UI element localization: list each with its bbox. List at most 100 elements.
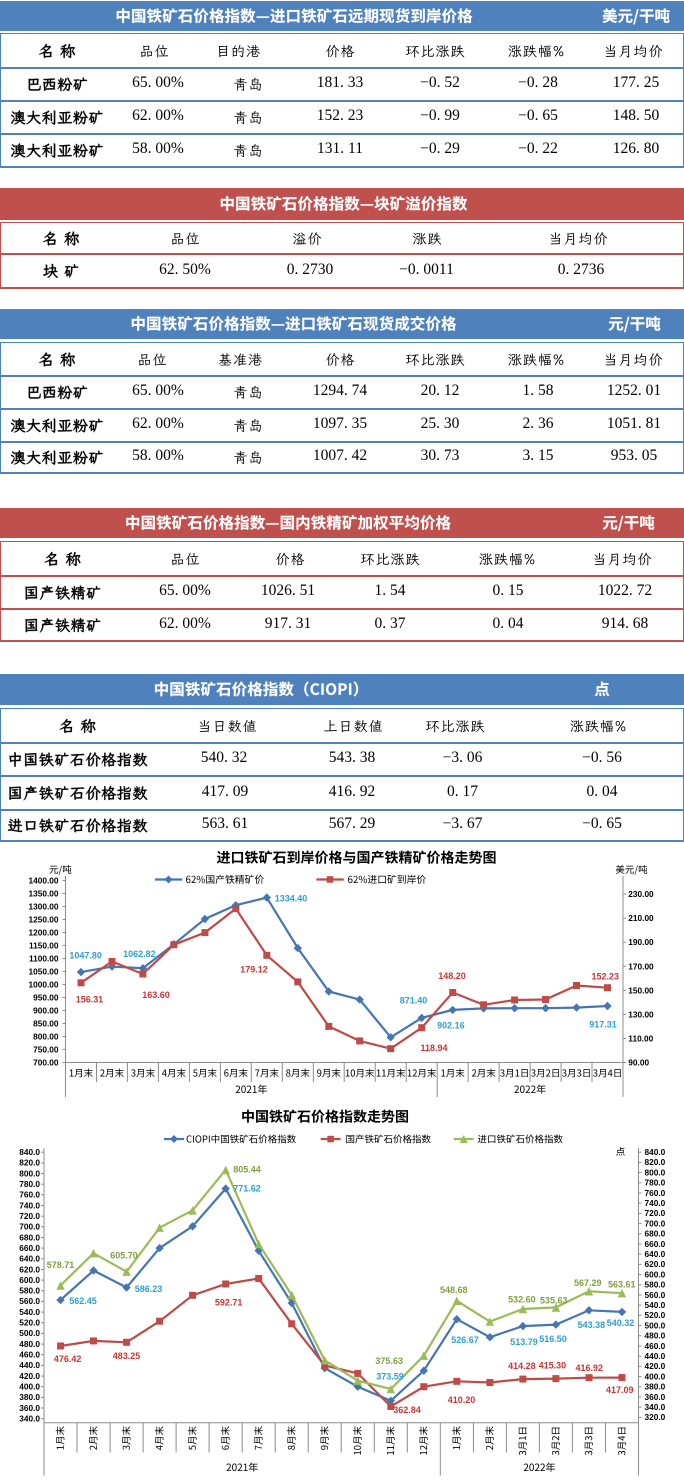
svg-text:148.20: 148.20 [438,971,466,981]
svg-text:1250.00: 1250.00 [29,915,59,925]
svg-text:871.40: 871.40 [400,996,428,1006]
svg-text:700.0: 700.0 [19,1222,40,1232]
svg-text:362.84: 362.84 [393,1405,421,1415]
svg-text:163.60: 163.60 [142,990,170,1000]
svg-text:90.00: 90.00 [628,1058,649,1068]
svg-text:1062.82: 1062.82 [123,949,156,959]
svg-text:640.0: 640.0 [19,1254,40,1264]
svg-text:1000.00: 1000.00 [29,980,59,990]
svg-text:560.0: 560.0 [645,1290,666,1300]
svg-text:380.0: 380.0 [19,1392,40,1402]
svg-text:375.63: 375.63 [375,1356,403,1366]
svg-text:680.0: 680.0 [645,1229,666,1239]
svg-text:580.0: 580.0 [19,1286,40,1296]
svg-text:543.38: 543.38 [578,1320,606,1330]
svg-text:700.00: 700.00 [33,1058,59,1068]
svg-text:373.59: 373.59 [376,1372,404,1382]
svg-text:483.25: 483.25 [113,1351,141,1361]
svg-text:567.29: 567.29 [574,1278,602,1288]
svg-text:586.23: 586.23 [135,1284,163,1294]
svg-text:420.0: 420.0 [645,1361,666,1371]
svg-text:360.0: 360.0 [19,1403,40,1413]
svg-text:420.0: 420.0 [19,1371,40,1381]
svg-text:440.0: 440.0 [645,1351,666,1361]
svg-text:560.0: 560.0 [19,1296,40,1306]
svg-text:620.0: 620.0 [645,1259,666,1269]
svg-text:535.63: 535.63 [540,1296,568,1306]
svg-text:1100.00: 1100.00 [29,954,59,964]
svg-text:780.0: 780.0 [19,1179,40,1189]
svg-text:118.94: 118.94 [420,1043,447,1053]
svg-text:605.70: 605.70 [110,1250,138,1260]
svg-text:840.0: 840.0 [645,1147,666,1157]
svg-text:800.0: 800.0 [19,1168,40,1178]
svg-text:513.79: 513.79 [510,1337,538,1347]
svg-text:400.0: 400.0 [645,1371,666,1381]
svg-text:156.31: 156.31 [76,994,104,1004]
svg-text:540.0: 540.0 [19,1307,40,1317]
svg-text:340.0: 340.0 [645,1402,666,1412]
svg-text:820.0: 820.0 [19,1158,40,1168]
svg-text:410.20: 410.20 [448,1395,476,1405]
svg-text:562.45: 562.45 [69,1296,97,1306]
svg-text:771.62: 771.62 [233,1184,261,1194]
svg-text:110.00: 110.00 [628,1034,653,1044]
svg-text:900.00: 900.00 [33,1006,59,1016]
svg-text:740.0: 740.0 [645,1198,666,1208]
svg-text:230.00: 230.00 [628,889,654,899]
svg-text:340.0: 340.0 [19,1414,40,1424]
svg-text:440.0: 440.0 [19,1360,40,1370]
svg-text:532.60: 532.60 [508,1295,536,1305]
svg-text:720.0: 720.0 [19,1211,40,1221]
svg-text:580.0: 580.0 [645,1280,666,1290]
svg-text:179.12: 179.12 [240,965,268,975]
svg-text:850.00: 850.00 [33,1019,59,1029]
svg-text:820.0: 820.0 [645,1157,666,1167]
svg-text:660.0: 660.0 [645,1239,666,1249]
svg-text:500.0: 500.0 [19,1328,40,1338]
svg-text:750.00: 750.00 [33,1045,59,1055]
svg-text:805.44: 805.44 [233,1165,261,1175]
svg-text:917.31: 917.31 [589,1020,617,1030]
svg-text:1350.00: 1350.00 [29,889,59,899]
svg-text:840.0: 840.0 [19,1147,40,1157]
svg-text:600.0: 600.0 [645,1269,666,1279]
svg-text:563.61: 563.61 [608,1280,636,1290]
svg-text:680.0: 680.0 [19,1232,40,1242]
svg-text:417.09: 417.09 [606,1385,634,1395]
svg-text:170.00: 170.00 [628,961,654,971]
svg-text:526.67: 526.67 [451,1335,479,1345]
svg-text:578.71: 578.71 [47,1260,75,1270]
svg-text:1300.00: 1300.00 [29,902,59,912]
svg-text:950.00: 950.00 [33,993,59,1003]
svg-text:600.0: 600.0 [19,1275,40,1285]
svg-text:620.0: 620.0 [19,1264,40,1274]
svg-text:380.0: 380.0 [645,1382,666,1392]
svg-text:152.23: 152.23 [592,972,620,982]
svg-text:520.0: 520.0 [645,1310,666,1320]
svg-text:540.0: 540.0 [645,1300,666,1310]
svg-text:460.0: 460.0 [645,1341,666,1351]
svg-text:416.92: 416.92 [576,1363,604,1373]
svg-text:190.00: 190.00 [628,937,654,947]
svg-text:1047.80: 1047.80 [69,950,102,960]
svg-text:1050.00: 1050.00 [29,967,59,977]
svg-text:520.0: 520.0 [19,1318,40,1328]
svg-text:720.0: 720.0 [645,1208,666,1218]
svg-text:760.0: 760.0 [19,1190,40,1200]
svg-text:1334.40: 1334.40 [275,894,308,904]
svg-text:548.68: 548.68 [440,1285,468,1295]
svg-text:150.00: 150.00 [628,985,654,995]
svg-text:360.0: 360.0 [645,1392,666,1402]
svg-text:540.32: 540.32 [607,1318,635,1328]
svg-text:700.0: 700.0 [645,1218,666,1228]
svg-text:414.28: 414.28 [508,1361,536,1371]
svg-text:320.0: 320.0 [645,1412,666,1422]
svg-text:1150.00: 1150.00 [29,941,59,951]
svg-text:400.0: 400.0 [19,1382,40,1392]
svg-text:130.00: 130.00 [628,1009,654,1019]
svg-text:640.0: 640.0 [645,1249,666,1259]
svg-text:760.0: 760.0 [645,1188,666,1198]
svg-text:800.00: 800.00 [33,1032,59,1042]
svg-text:460.0: 460.0 [19,1350,40,1360]
